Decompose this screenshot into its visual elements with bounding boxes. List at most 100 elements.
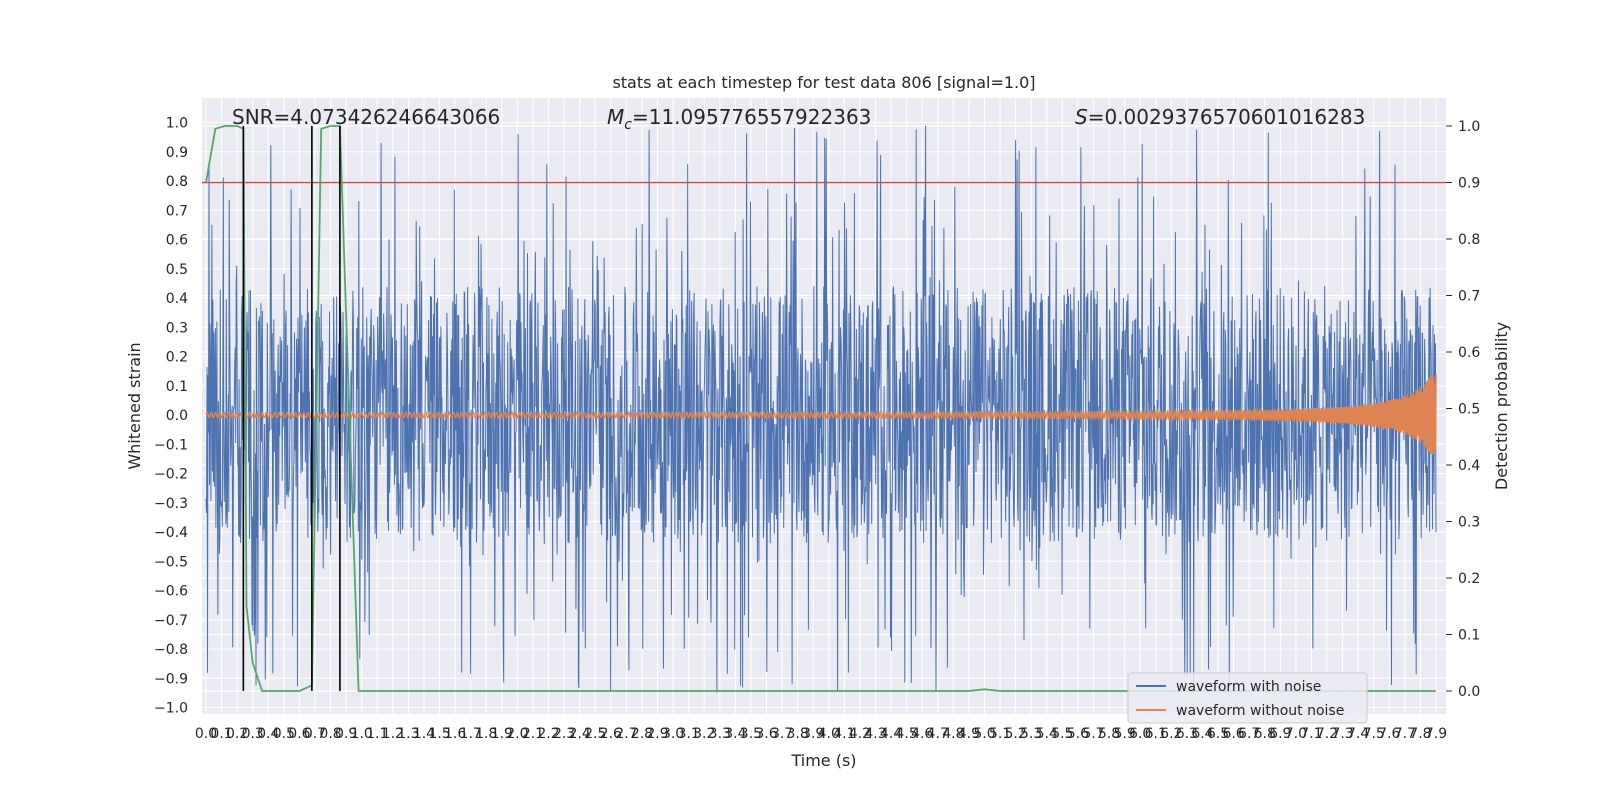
x-tick-label: 2.9 (646, 726, 668, 742)
y-tick-label: −0.6 (154, 584, 188, 600)
y-right-tick-label: 0.7 (1458, 289, 1480, 305)
x-tick-label: 5.9 (1113, 726, 1135, 742)
y-tick-label: −0.8 (154, 642, 188, 658)
x-tick-label: 2.7 (615, 726, 637, 742)
x-tick-label: 7.2 (1316, 726, 1338, 742)
y-axis-label: Whitened strain (125, 342, 144, 469)
y-axis-right-label: Detection probability (1492, 322, 1511, 490)
x-tick-label: 0.4 (257, 726, 279, 742)
x-tick-label: 7.9 (1425, 726, 1447, 742)
x-tick-label: 0.8 (319, 726, 341, 742)
s-symbol: S (1075, 105, 1088, 129)
x-tick-label: 3.3 (709, 726, 731, 742)
y-tick-label: 0.7 (166, 203, 188, 219)
x-tick-label: 3.4 (724, 726, 746, 742)
x-tick-label: 2.8 (631, 726, 653, 742)
y-tick-label: 0.6 (166, 233, 188, 249)
x-tick-label: 0.6 (288, 726, 310, 742)
x-tick-label: 7.8 (1409, 726, 1431, 742)
x-tick-label: 4.5 (896, 726, 918, 742)
x-tick-label: 0.3 (242, 726, 264, 742)
x-tick-label: 2.3 (553, 726, 575, 742)
x-tick-label: 1.4 (413, 726, 435, 742)
y-right-tick-label: 0.4 (1458, 458, 1480, 474)
x-tick-label: 1.9 (491, 726, 513, 742)
x-tick-label: 2.2 (537, 726, 559, 742)
x-tick-label: 3.5 (740, 726, 762, 742)
y-tick-label: −0.7 (154, 613, 188, 629)
x-tick-label: 4.2 (849, 726, 871, 742)
y-tick-label: 0.5 (166, 262, 188, 278)
x-tick-label: 0.0 (195, 726, 217, 742)
x-tick-label: 7.7 (1394, 726, 1416, 742)
detection-probability-line (205, 125, 1436, 692)
y-tick-label: −0.9 (154, 671, 188, 687)
x-tick-label: 7.1 (1300, 726, 1322, 742)
x-tick-label: 0.9 (335, 726, 357, 742)
x-tick-label: 5.8 (1098, 726, 1120, 742)
x-tick-label: 4.1 (833, 726, 855, 742)
x-tick-label: 5.0 (973, 726, 995, 742)
y-tick-label: 0.8 (166, 174, 188, 190)
x-tick-label: 2.6 (600, 726, 622, 742)
y-tick-label: 0.9 (166, 145, 188, 161)
x-tick-label: 6.6 (1222, 726, 1244, 742)
x-tick-label: 4.7 (927, 726, 949, 742)
y-right-tick-label: 0.6 (1458, 345, 1480, 361)
x-tick-label: 0.5 (273, 726, 295, 742)
x-tick-label: 7.0 (1285, 726, 1307, 742)
x-tick-label: 1.2 (382, 726, 404, 742)
x-tick-label: 2.4 (569, 726, 591, 742)
y-tick-label: 0.3 (166, 320, 188, 336)
x-tick-label: 0.1 (210, 726, 232, 742)
x-tick-label: 6.5 (1207, 726, 1229, 742)
x-tick-label: 1.0 (351, 726, 373, 742)
x-tick-label: 6.1 (1145, 726, 1167, 742)
y-tick-label: −0.5 (154, 554, 188, 570)
y-tick-label: 0.0 (166, 408, 188, 424)
y-tick-label: −0.4 (154, 525, 188, 541)
series-waveform-without-noise (205, 373, 1437, 455)
x-tick-label: 4.0 (818, 726, 840, 742)
chirp-mass-symbol: M (607, 105, 624, 129)
plot-area (202, 125, 1446, 693)
x-tick-label: 4.3 (864, 726, 886, 742)
x-tick-label: 1.6 (444, 726, 466, 742)
x-tick-label: 1.1 (366, 726, 388, 742)
x-tick-label: 4.6 (911, 726, 933, 742)
y-tick-label: 0.4 (166, 291, 188, 307)
legend-label-clean: waveform without noise (1176, 703, 1344, 719)
x-tick-label: 1.7 (460, 726, 482, 742)
x-tick-label: 5.3 (1020, 726, 1042, 742)
x-tick-label: 5.6 (1067, 726, 1089, 742)
x-axis-label: Time (s) (790, 751, 856, 770)
x-tick-label: 5.5 (1051, 726, 1073, 742)
y-tick-label: 0.1 (166, 379, 188, 395)
y-right-tick-label: 0.3 (1458, 515, 1480, 531)
x-tick-label: 3.2 (693, 726, 715, 742)
x-tick-label: 6.9 (1269, 726, 1291, 742)
x-tick-label: 3.6 (755, 726, 777, 742)
x-tick-label: 3.0 (662, 726, 684, 742)
x-tick-label: 7.3 (1331, 726, 1353, 742)
series-detection-probability (205, 125, 1436, 692)
y-right-tick-label: 0.0 (1458, 684, 1480, 700)
x-tick-label: 3.8 (787, 726, 809, 742)
s-annotation: S=0.0029376570601016283 (1075, 105, 1365, 129)
x-tick-label: 1.8 (475, 726, 497, 742)
legend: waveform with noise waveform without noi… (1127, 672, 1368, 724)
snr-annotation: SNR=4.073426246643066 (232, 105, 500, 129)
y-tick-label: −0.3 (154, 496, 188, 512)
noisy-waveform-line (205, 125, 1437, 693)
x-tick-label: 2.1 (522, 726, 544, 742)
x-tick-label: 6.8 (1254, 726, 1276, 742)
x-tick-label: 6.2 (1160, 726, 1182, 742)
y-tick-label: 0.2 (166, 350, 188, 366)
y-axis-right: 1.0 0.9 0.8 0.7 0.6 0.5 0.4 0.3 0.2 0.1 0.0 (1446, 119, 1480, 700)
x-tick-label: 1.3 (397, 726, 419, 742)
series-waveform-with-noise (205, 125, 1437, 693)
x-tick-label: 6.4 (1191, 726, 1213, 742)
x-tick-label: 7.6 (1378, 726, 1400, 742)
y-right-tick-label: 0.1 (1458, 628, 1480, 644)
